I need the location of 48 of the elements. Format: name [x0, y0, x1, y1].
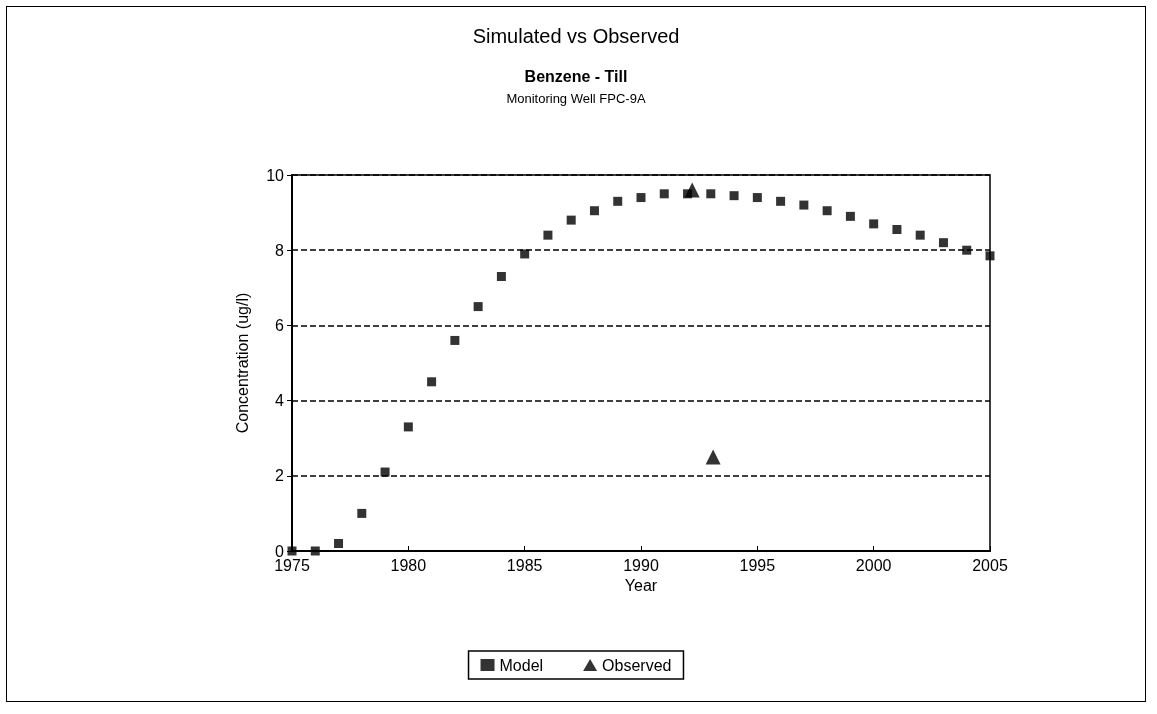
y-tick-label: 6	[275, 316, 285, 334]
chart-subtitle: Benzene - Till	[524, 67, 628, 85]
point	[357, 508, 367, 518]
point	[915, 230, 925, 240]
point	[985, 251, 995, 261]
y-tick-label: 10	[266, 166, 285, 184]
point	[380, 467, 390, 477]
point	[473, 302, 483, 312]
point	[729, 191, 739, 201]
legend-label: Observed	[602, 656, 672, 674]
point	[450, 335, 460, 345]
x-tick-label: 2005	[972, 556, 1008, 574]
point	[403, 422, 413, 432]
x-tick-label: 1980	[390, 556, 427, 574]
x-axis-title: Year	[624, 577, 658, 595]
point	[752, 193, 762, 203]
point	[566, 215, 576, 225]
point	[822, 206, 832, 216]
point	[962, 245, 972, 255]
y-tick-label: 8	[275, 241, 285, 259]
point	[706, 189, 716, 199]
legend-label: Model	[499, 656, 544, 674]
y-axis-title: Concentration (ug/l)	[233, 292, 251, 434]
point	[659, 189, 669, 199]
point	[938, 238, 948, 248]
point	[705, 449, 721, 465]
chart-title: Simulated vs Observed	[472, 25, 680, 47]
point	[496, 272, 506, 282]
point	[892, 225, 902, 235]
point	[845, 211, 855, 221]
point	[776, 196, 786, 206]
x-tick-label: 2000	[855, 556, 892, 574]
x-tick-label: 1990	[623, 556, 659, 574]
point	[520, 249, 530, 259]
point	[310, 546, 320, 556]
point	[613, 196, 623, 206]
text: Monitoring Well FPC-9A	[506, 91, 646, 106]
point	[869, 219, 879, 229]
y-tick-label: 2	[275, 467, 285, 485]
point	[589, 206, 599, 216]
point	[636, 193, 646, 203]
point	[799, 200, 809, 210]
x-tick-label: 1985	[506, 556, 543, 574]
point	[543, 230, 553, 240]
point	[427, 377, 437, 387]
point	[334, 538, 344, 548]
x-tick-label: 1995	[739, 556, 776, 574]
y-tick-label: 4	[275, 392, 285, 410]
